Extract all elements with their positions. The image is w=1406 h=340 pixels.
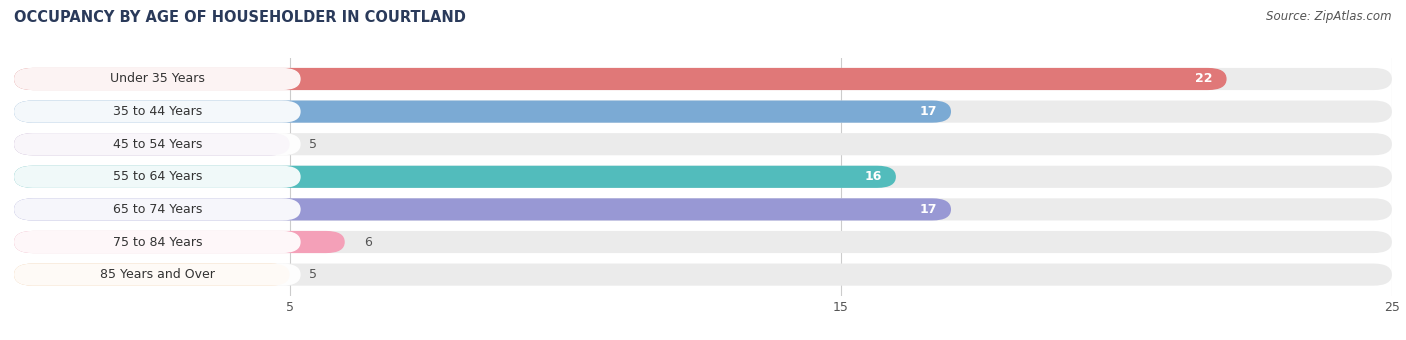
Text: Under 35 Years: Under 35 Years: [110, 72, 205, 85]
FancyBboxPatch shape: [14, 68, 1392, 90]
FancyBboxPatch shape: [14, 133, 301, 155]
FancyBboxPatch shape: [14, 198, 1392, 220]
Text: 17: 17: [920, 105, 938, 118]
FancyBboxPatch shape: [14, 133, 1392, 155]
Text: 85 Years and Over: 85 Years and Over: [100, 268, 215, 281]
FancyBboxPatch shape: [14, 231, 344, 253]
FancyBboxPatch shape: [14, 198, 301, 220]
FancyBboxPatch shape: [14, 68, 301, 90]
Text: Source: ZipAtlas.com: Source: ZipAtlas.com: [1267, 10, 1392, 23]
FancyBboxPatch shape: [14, 198, 950, 220]
Text: 6: 6: [364, 236, 373, 249]
FancyBboxPatch shape: [14, 264, 290, 286]
FancyBboxPatch shape: [14, 101, 950, 123]
FancyBboxPatch shape: [14, 231, 1392, 253]
FancyBboxPatch shape: [14, 264, 1392, 286]
FancyBboxPatch shape: [14, 231, 301, 253]
FancyBboxPatch shape: [14, 166, 896, 188]
FancyBboxPatch shape: [14, 68, 1226, 90]
FancyBboxPatch shape: [14, 166, 1392, 188]
FancyBboxPatch shape: [14, 133, 290, 155]
Text: 5: 5: [309, 138, 316, 151]
Text: 75 to 84 Years: 75 to 84 Years: [112, 236, 202, 249]
FancyBboxPatch shape: [14, 101, 1392, 123]
Text: 55 to 64 Years: 55 to 64 Years: [112, 170, 202, 183]
FancyBboxPatch shape: [14, 264, 301, 286]
Text: 17: 17: [920, 203, 938, 216]
FancyBboxPatch shape: [14, 101, 301, 123]
Text: OCCUPANCY BY AGE OF HOUSEHOLDER IN COURTLAND: OCCUPANCY BY AGE OF HOUSEHOLDER IN COURT…: [14, 10, 465, 25]
Text: 35 to 44 Years: 35 to 44 Years: [112, 105, 202, 118]
Text: 16: 16: [865, 170, 882, 183]
Text: 22: 22: [1195, 72, 1213, 85]
FancyBboxPatch shape: [14, 166, 301, 188]
Text: 5: 5: [309, 268, 316, 281]
Text: 45 to 54 Years: 45 to 54 Years: [112, 138, 202, 151]
Text: 65 to 74 Years: 65 to 74 Years: [112, 203, 202, 216]
